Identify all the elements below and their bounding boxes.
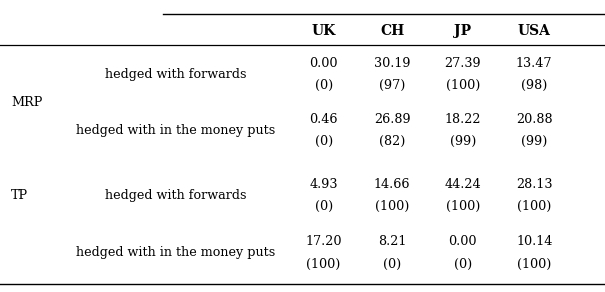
Text: 26.89: 26.89 (374, 113, 410, 126)
Text: 10.14: 10.14 (516, 235, 552, 248)
Text: 14.66: 14.66 (374, 178, 410, 191)
Text: (0): (0) (315, 135, 333, 148)
Text: (100): (100) (446, 200, 480, 213)
Text: 18.22: 18.22 (445, 113, 481, 126)
Text: hedged with forwards: hedged with forwards (105, 189, 246, 202)
Text: MRP: MRP (11, 96, 42, 109)
Text: (0): (0) (383, 258, 401, 270)
Text: (97): (97) (379, 79, 405, 92)
Text: (0): (0) (454, 258, 472, 270)
Text: 4.93: 4.93 (309, 178, 338, 191)
Text: USA: USA (518, 24, 551, 38)
Text: (100): (100) (517, 258, 551, 270)
Text: hedged with in the money puts: hedged with in the money puts (76, 246, 275, 259)
Text: 20.88: 20.88 (516, 113, 552, 126)
Text: (99): (99) (450, 135, 476, 148)
Text: 30.19: 30.19 (374, 57, 410, 70)
Text: (82): (82) (379, 135, 405, 148)
Text: hedged with in the money puts: hedged with in the money puts (76, 124, 275, 137)
Text: (100): (100) (307, 258, 341, 270)
Text: JP: JP (454, 24, 471, 38)
Text: UK: UK (312, 24, 336, 38)
Text: 13.47: 13.47 (516, 57, 552, 70)
Text: hedged with forwards: hedged with forwards (105, 68, 246, 81)
Text: 8.21: 8.21 (378, 235, 406, 248)
Text: (100): (100) (517, 200, 551, 213)
Text: CH: CH (380, 24, 404, 38)
Text: 0.46: 0.46 (309, 113, 338, 126)
Text: 44.24: 44.24 (445, 178, 481, 191)
Text: (99): (99) (521, 135, 548, 148)
Text: (100): (100) (446, 79, 480, 92)
Text: (100): (100) (375, 200, 409, 213)
Text: 17.20: 17.20 (306, 235, 342, 248)
Text: 0.00: 0.00 (309, 57, 338, 70)
Text: (0): (0) (315, 200, 333, 213)
Text: (0): (0) (315, 79, 333, 92)
Text: 0.00: 0.00 (448, 235, 477, 248)
Text: 28.13: 28.13 (516, 178, 552, 191)
Text: 27.39: 27.39 (445, 57, 481, 70)
Text: (98): (98) (521, 79, 548, 92)
Text: TP: TP (11, 189, 28, 202)
